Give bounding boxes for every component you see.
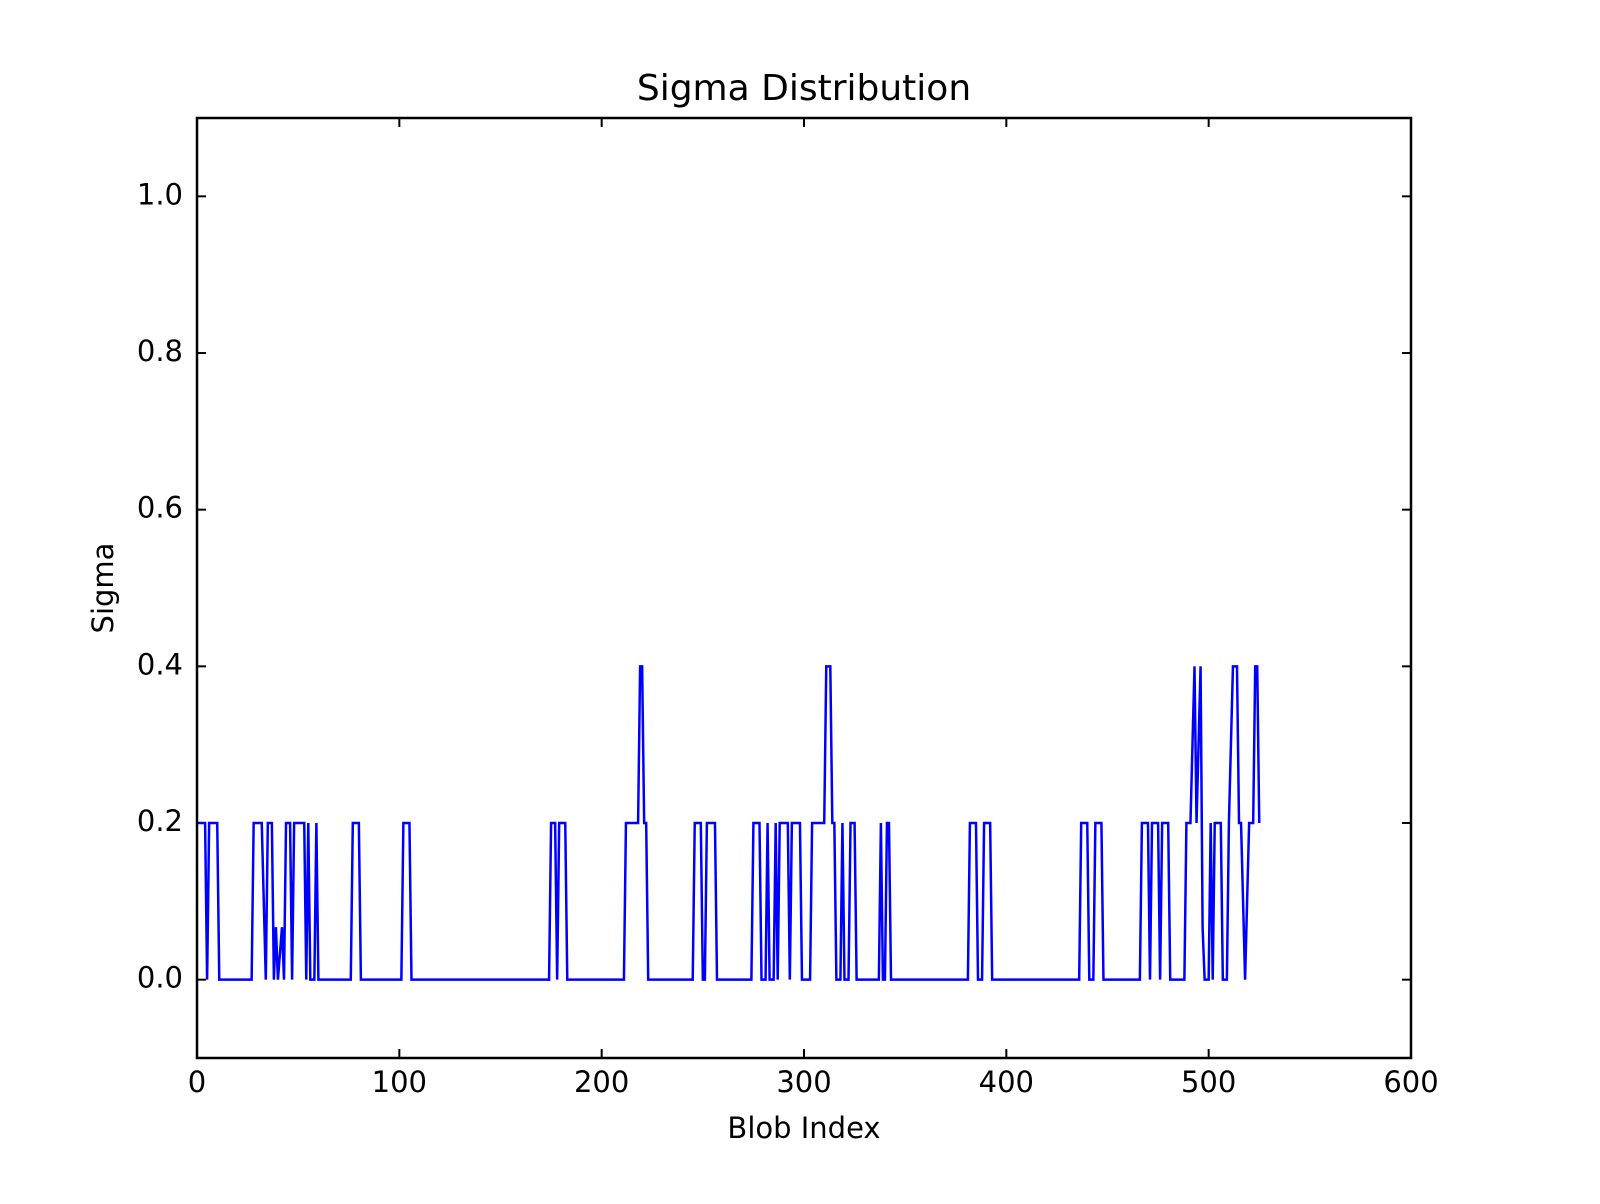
x-tick-label: 100 [372,1065,427,1099]
plot-frame [195,116,1413,1060]
x-axis-label: Blob Index [727,1111,880,1145]
y-tick-label: 0.8 [137,334,183,368]
y-axis-label: Sigma [86,543,120,634]
y-tick-label: 0.2 [137,804,183,838]
data-line [197,665,1261,981]
y-tick-label: 0.0 [137,961,183,995]
y-tick-label: 0.4 [137,647,183,681]
y-tick-label: 0.6 [137,491,183,525]
y-tick-label: 1.0 [137,177,183,211]
chart-title: Sigma Distribution [637,68,971,109]
x-tick-label: 300 [776,1065,831,1099]
x-tick-label: 500 [1181,1065,1236,1099]
x-tick-label: 0 [188,1065,206,1099]
x-tick-label: 400 [979,1065,1034,1099]
x-tick-label: 200 [574,1065,629,1099]
x-tick-label: 600 [1383,1065,1438,1099]
